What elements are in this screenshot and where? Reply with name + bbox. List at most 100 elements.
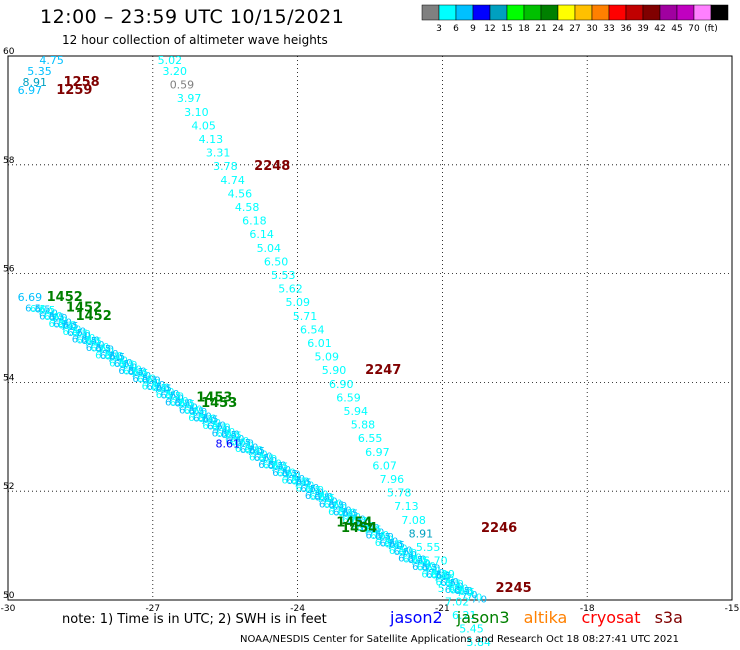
swath-mark: 7.0 (75, 329, 91, 340)
swath-mark: 6.5 (49, 313, 65, 324)
wave-height-label: 6.07 (372, 459, 397, 472)
swath-mark: 7.0 (434, 570, 450, 581)
chart-subtitle: 12 hour collection of altimeter wave hei… (62, 33, 328, 47)
swath-mark: 6.5 (221, 430, 237, 441)
swath-mark: 7.0 (322, 496, 338, 507)
swath-mark: 7.0 (410, 557, 426, 568)
swath-mark: 7.0 (177, 400, 193, 411)
wave-height-label: 6.21 (452, 609, 477, 622)
swath-mark: 7.0 (364, 523, 380, 534)
wave-height-label: 4.56 (228, 187, 253, 200)
colorbar-swatch (557, 4, 576, 21)
wave-height-label: 4.75 (39, 54, 64, 67)
colorbar-swatch (591, 4, 610, 21)
swath-mark: 6.5 (389, 540, 405, 551)
swath-mark: 7.0 (294, 478, 310, 489)
swath-mark: 7.0 (84, 338, 100, 349)
swath-mark: 7.0 (75, 331, 91, 342)
wave-height-label: 3.10 (184, 106, 209, 119)
swath-mark: 6.5 (342, 515, 358, 526)
time-label: 1452 (47, 290, 83, 305)
swath-mark: 6.5 (123, 367, 139, 378)
swath-mark: 7.0 (401, 550, 417, 561)
swath-mark: 6.5 (343, 509, 359, 520)
swath-mark: 6.5 (366, 524, 382, 535)
time-label: 1454 (341, 521, 377, 536)
colorbar-label: 36 (620, 24, 632, 34)
swath-mark: 7.0 (200, 416, 216, 427)
y-tick-label: 56 (3, 265, 15, 275)
wave-height-label: 5.78 (387, 487, 412, 500)
wave-height-label: 4.13 (199, 133, 224, 146)
swath-mark: 6.5 (39, 305, 55, 316)
swath-mark: 7.0 (168, 391, 184, 402)
colorbar-swatch (523, 4, 542, 21)
swath-mark: 6.5 (375, 532, 391, 543)
swath-mark: 7.0 (396, 546, 412, 557)
wave-height-label: 5.04 (257, 242, 282, 255)
y-tick-label: 54 (3, 373, 15, 383)
swath-mark: 6.5 (273, 462, 289, 473)
swath-mark: 6.5 (412, 556, 428, 567)
time-label: 1454 (336, 516, 372, 531)
swath-mark: 7.0 (145, 376, 161, 387)
swath-mark: 7.0 (387, 539, 403, 550)
swath-mark: 6.5 (254, 453, 270, 464)
legend-cryosat: cryosat (581, 608, 641, 627)
swath-mark: 6.5 (268, 461, 284, 472)
wave-height-label: 8.91 (409, 527, 434, 540)
swath-mark: 7.0 (368, 528, 384, 539)
wave-height-label: 5.94 (343, 405, 368, 418)
swath-mark: 7.0 (336, 505, 352, 516)
time-label: 1452 (76, 309, 112, 324)
colorbar-label: 18 (518, 24, 530, 34)
swath-mark: 7.0 (378, 534, 394, 545)
swath-mark: 7.0 (84, 335, 100, 346)
swath-mark: 7.0 (224, 432, 240, 443)
swath-mark: 7.0 (298, 481, 314, 492)
swath-mark: 6.5 (263, 460, 279, 471)
colorbar-label: 21 (535, 24, 546, 34)
swath-mark: 7.0 (429, 568, 445, 579)
swath-mark: 6.5 (189, 407, 205, 418)
wave-height-label: 6.97 (365, 446, 390, 459)
swath-mark: 6.5 (324, 500, 340, 511)
swath-mark: 6.5 (347, 516, 363, 527)
swath-mark: 6.5 (366, 531, 382, 542)
swath-mark: 7.0 (61, 322, 77, 333)
swath-mark: 6.5 (435, 578, 451, 589)
colorbar-label: (ft) (704, 24, 718, 34)
swath-mark: 7.0 (79, 333, 95, 344)
swath-mark: 7.0 (126, 365, 142, 376)
swath-mark: 7.0 (317, 492, 333, 503)
swath-mark: 6.5 (249, 446, 265, 457)
colorbar-label: 9 (470, 24, 476, 34)
wave-height-label: 6.90 (329, 378, 354, 391)
legend-altika: altika (523, 608, 568, 627)
swath-mark: 6.5 (212, 422, 228, 433)
swath-mark: 7.0 (462, 590, 478, 601)
swath-mark: 7.0 (117, 358, 133, 369)
swath-mark: 7.0 (443, 577, 459, 588)
swath-mark: 7.0 (154, 382, 170, 393)
swath-mark: 6.5 (137, 375, 153, 386)
colorbar-label: 39 (637, 24, 649, 34)
swath-mark: 7.0 (466, 592, 482, 603)
wave-height-label: 3.97 (177, 92, 202, 105)
swath-mark: 7.0 (280, 467, 296, 478)
swath-mark: 6.5 (132, 374, 148, 385)
colorbar-label: 45 (671, 24, 682, 34)
wave-height-label: 6.55 (358, 432, 383, 445)
swath-mark: 7.0 (457, 586, 473, 597)
swath-mark: 7.0 (177, 398, 193, 409)
swath-mark: 6.5 (240, 445, 256, 456)
swath-mark: 7.0 (191, 409, 207, 420)
swath-mark: 7.0 (98, 344, 114, 355)
swath-mark: 7.0 (406, 552, 422, 563)
swath-mark: 7.0 (424, 563, 440, 574)
swath-mark: 6.5 (361, 524, 377, 535)
swath-mark: 7.0 (350, 514, 366, 525)
swath-mark: 7.0 (270, 463, 286, 474)
swath-mark: 7.0 (387, 541, 403, 552)
swath-mark: 6.5 (356, 523, 372, 534)
